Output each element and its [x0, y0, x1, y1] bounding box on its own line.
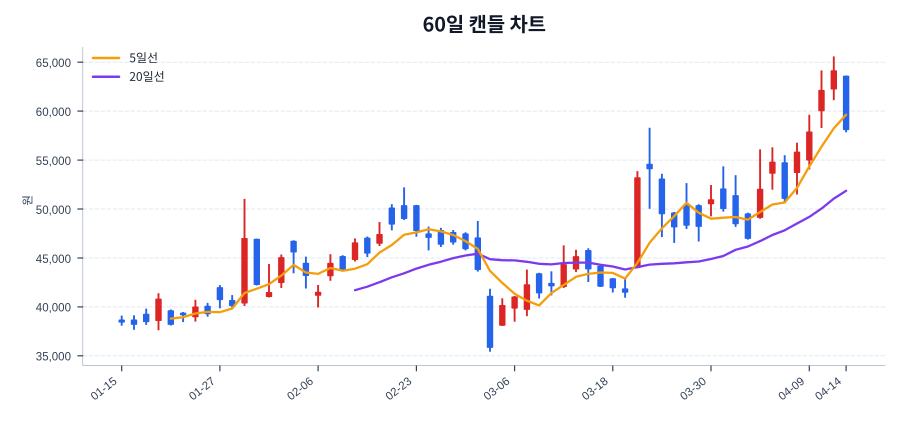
- svg-text:65,000: 65,000: [36, 58, 71, 70]
- svg-text:35,000: 35,000: [36, 352, 71, 364]
- svg-text:60,000: 60,000: [36, 107, 71, 119]
- svg-text:40,000: 40,000: [36, 303, 71, 315]
- svg-text:50,000: 50,000: [36, 205, 71, 217]
- svg-text:45,000: 45,000: [36, 254, 71, 266]
- svg-text:55,000: 55,000: [36, 156, 71, 168]
